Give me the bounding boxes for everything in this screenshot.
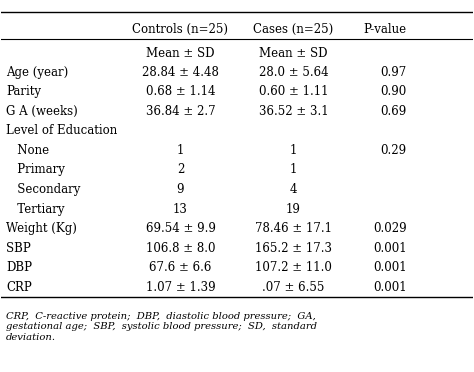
Text: 28.0 ± 5.64: 28.0 ± 5.64 xyxy=(259,65,328,78)
Text: 0.001: 0.001 xyxy=(373,242,407,255)
Text: 0.69: 0.69 xyxy=(381,105,407,118)
Text: Primary: Primary xyxy=(6,164,65,176)
Text: G A (weeks): G A (weeks) xyxy=(6,105,78,118)
Text: Mean ± SD: Mean ± SD xyxy=(259,47,328,60)
Text: 1.07 ± 1.39: 1.07 ± 1.39 xyxy=(146,281,215,294)
Text: 0.68 ± 1.14: 0.68 ± 1.14 xyxy=(146,85,215,98)
Text: Controls (n=25): Controls (n=25) xyxy=(132,23,228,36)
Text: CRP,  C-reactive protein;  DBP,  diastolic blood pressure;  GA,
gestational age;: CRP, C-reactive protein; DBP, diastolic … xyxy=(6,312,317,342)
Text: 106.8 ± 8.0: 106.8 ± 8.0 xyxy=(146,242,215,255)
Text: 69.54 ± 9.9: 69.54 ± 9.9 xyxy=(146,222,215,235)
Text: P-value: P-value xyxy=(364,23,407,36)
Text: 28.84 ± 4.48: 28.84 ± 4.48 xyxy=(142,65,219,78)
Text: 0.90: 0.90 xyxy=(381,85,407,98)
Text: 4: 4 xyxy=(290,183,297,196)
Text: 1: 1 xyxy=(290,144,297,157)
Text: 13: 13 xyxy=(173,203,188,216)
Text: Age (year): Age (year) xyxy=(6,65,68,78)
Text: 9: 9 xyxy=(177,183,184,196)
Text: 36.84 ± 2.7: 36.84 ± 2.7 xyxy=(146,105,215,118)
Text: 0.029: 0.029 xyxy=(373,222,407,235)
Text: None: None xyxy=(6,144,49,157)
Text: 165.2 ± 17.3: 165.2 ± 17.3 xyxy=(255,242,332,255)
Text: 1: 1 xyxy=(290,164,297,176)
Text: Parity: Parity xyxy=(6,85,41,98)
Text: 19: 19 xyxy=(286,203,301,216)
Text: Cases (n=25): Cases (n=25) xyxy=(254,23,334,36)
Text: 0.001: 0.001 xyxy=(373,262,407,274)
Text: SBP: SBP xyxy=(6,242,31,255)
Text: Level of Education: Level of Education xyxy=(6,124,118,137)
Text: 36.52 ± 3.1: 36.52 ± 3.1 xyxy=(259,105,328,118)
Text: .07 ± 6.55: .07 ± 6.55 xyxy=(263,281,325,294)
Text: Secondary: Secondary xyxy=(6,183,81,196)
Text: 107.2 ± 11.0: 107.2 ± 11.0 xyxy=(255,262,332,274)
Text: Tertiary: Tertiary xyxy=(6,203,64,216)
Text: 0.001: 0.001 xyxy=(373,281,407,294)
Text: Weight (Kg): Weight (Kg) xyxy=(6,222,77,235)
Text: DBP: DBP xyxy=(6,262,32,274)
Text: 0.97: 0.97 xyxy=(381,65,407,78)
Text: 2: 2 xyxy=(177,164,184,176)
Text: 78.46 ± 17.1: 78.46 ± 17.1 xyxy=(255,222,332,235)
Text: CRP: CRP xyxy=(6,281,32,294)
Text: Mean ± SD: Mean ± SD xyxy=(146,47,215,60)
Text: 67.6 ± 6.6: 67.6 ± 6.6 xyxy=(149,262,211,274)
Text: 1: 1 xyxy=(177,144,184,157)
Text: 0.29: 0.29 xyxy=(381,144,407,157)
Text: 0.60 ± 1.11: 0.60 ± 1.11 xyxy=(259,85,328,98)
